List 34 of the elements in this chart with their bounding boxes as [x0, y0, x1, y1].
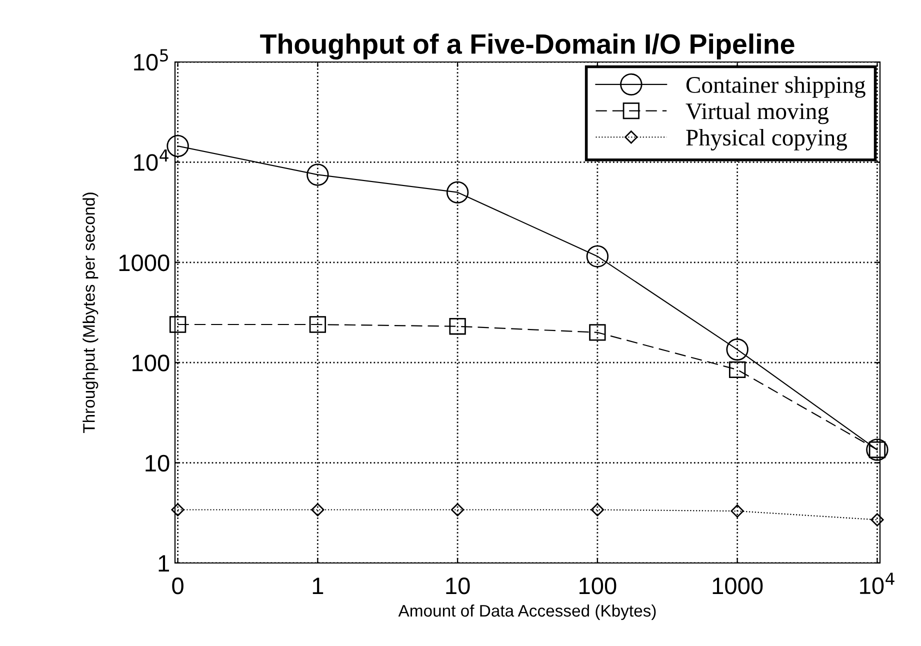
legend-label: Container shipping	[686, 76, 866, 98]
y-tick-label: 10$^{5}$	[134, 49, 168, 71]
x-tick-label: 1000	[712, 578, 763, 594]
x-tick-label: 10$^{4}$	[860, 572, 894, 594]
point	[870, 513, 884, 526]
legend-label: Physical copying	[686, 129, 848, 150]
y-tick-label: 10$^{4}$	[134, 150, 168, 171]
legend-label: Virtual moving	[686, 102, 829, 124]
x-tick-label: 0	[172, 578, 184, 594]
point	[728, 361, 746, 378]
point	[726, 338, 748, 361]
x-tick-label: 100	[580, 578, 616, 594]
point	[309, 316, 326, 333]
x-tick-label: 10	[446, 578, 470, 594]
point	[589, 324, 606, 341]
y-tick-label: 1	[158, 555, 169, 572]
point	[449, 318, 466, 335]
x-axis-title: Amount of Data Accessed (Kbytes)	[398, 604, 656, 620]
point	[306, 164, 329, 186]
point	[169, 316, 186, 333]
chart-title: Thoughput of a Five-Domain I/O Pipeline	[260, 34, 794, 60]
point	[590, 503, 604, 516]
point	[450, 503, 464, 516]
y-axis-title: Throughput (Mbytes per second)	[82, 192, 98, 434]
point	[446, 181, 469, 204]
y-tick-label: 10	[146, 454, 170, 472]
point	[586, 245, 609, 268]
point	[171, 503, 184, 516]
y-tick-label: 1000	[119, 254, 170, 272]
y-tick-label: 100	[132, 354, 170, 372]
point	[166, 134, 189, 158]
point	[730, 504, 744, 518]
x-tick-label: 1	[312, 578, 324, 594]
point	[311, 503, 324, 516]
